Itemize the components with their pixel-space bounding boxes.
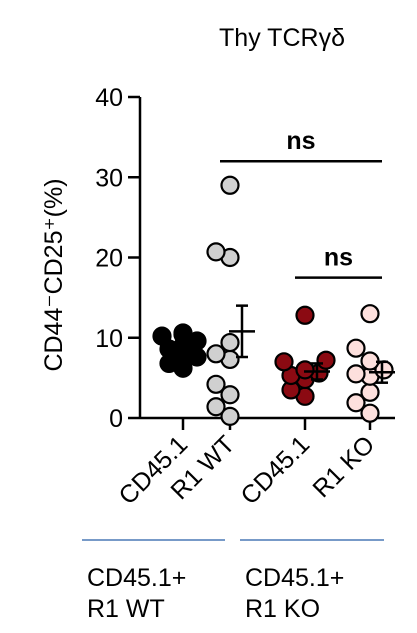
- data-point: [360, 403, 380, 423]
- data-point: [206, 374, 226, 394]
- error-bars: [229, 304, 395, 384]
- group-label: CD45.1+: [245, 564, 344, 592]
- y-tick-label: 10: [95, 325, 123, 353]
- group-label-line2: R1 WT: [87, 595, 165, 623]
- data-point: [206, 344, 226, 364]
- x-tick-label: CD45.1: [236, 430, 316, 510]
- data-point: [346, 338, 366, 358]
- data-point: [295, 360, 315, 380]
- data-point: [360, 382, 380, 402]
- data-point: [295, 305, 315, 325]
- data-point: [152, 326, 172, 346]
- data-point: [206, 242, 226, 262]
- data-point: [220, 175, 240, 195]
- y-tick-label: 20: [95, 245, 123, 273]
- significance-label: ns: [324, 244, 353, 272]
- axes: 0 10 20 30 40: [95, 84, 395, 433]
- x-tick-label: R1 KO: [307, 430, 380, 503]
- data-point: [274, 352, 294, 372]
- significance-annotations: ns ns: [220, 127, 382, 279]
- group-label: CD45.1+: [87, 564, 186, 592]
- data-point: [316, 350, 336, 370]
- data-point: [360, 351, 380, 371]
- data-point: [360, 304, 380, 324]
- chart-title: Thy TCRγδ: [219, 24, 345, 52]
- data-point: [220, 385, 240, 405]
- y-tick-label: 0: [109, 405, 123, 433]
- data-point: [220, 332, 240, 353]
- data-point: [346, 393, 366, 413]
- y-axis-label: CD44⁻CD25⁺(%): [40, 178, 68, 371]
- data-point: [206, 397, 226, 417]
- group-labels: CD45.1+ R1 WT CD45.1+ R1 KO: [82, 539, 384, 623]
- y-tick-label: 30: [95, 164, 123, 192]
- data-point: [173, 323, 193, 343]
- group-label-line2: R1 KO: [245, 595, 320, 623]
- y-tick-label: 40: [95, 84, 123, 112]
- data-points: [152, 175, 394, 426]
- significance-label: ns: [286, 127, 315, 155]
- data-point: [220, 406, 240, 426]
- data-point: [346, 364, 366, 384]
